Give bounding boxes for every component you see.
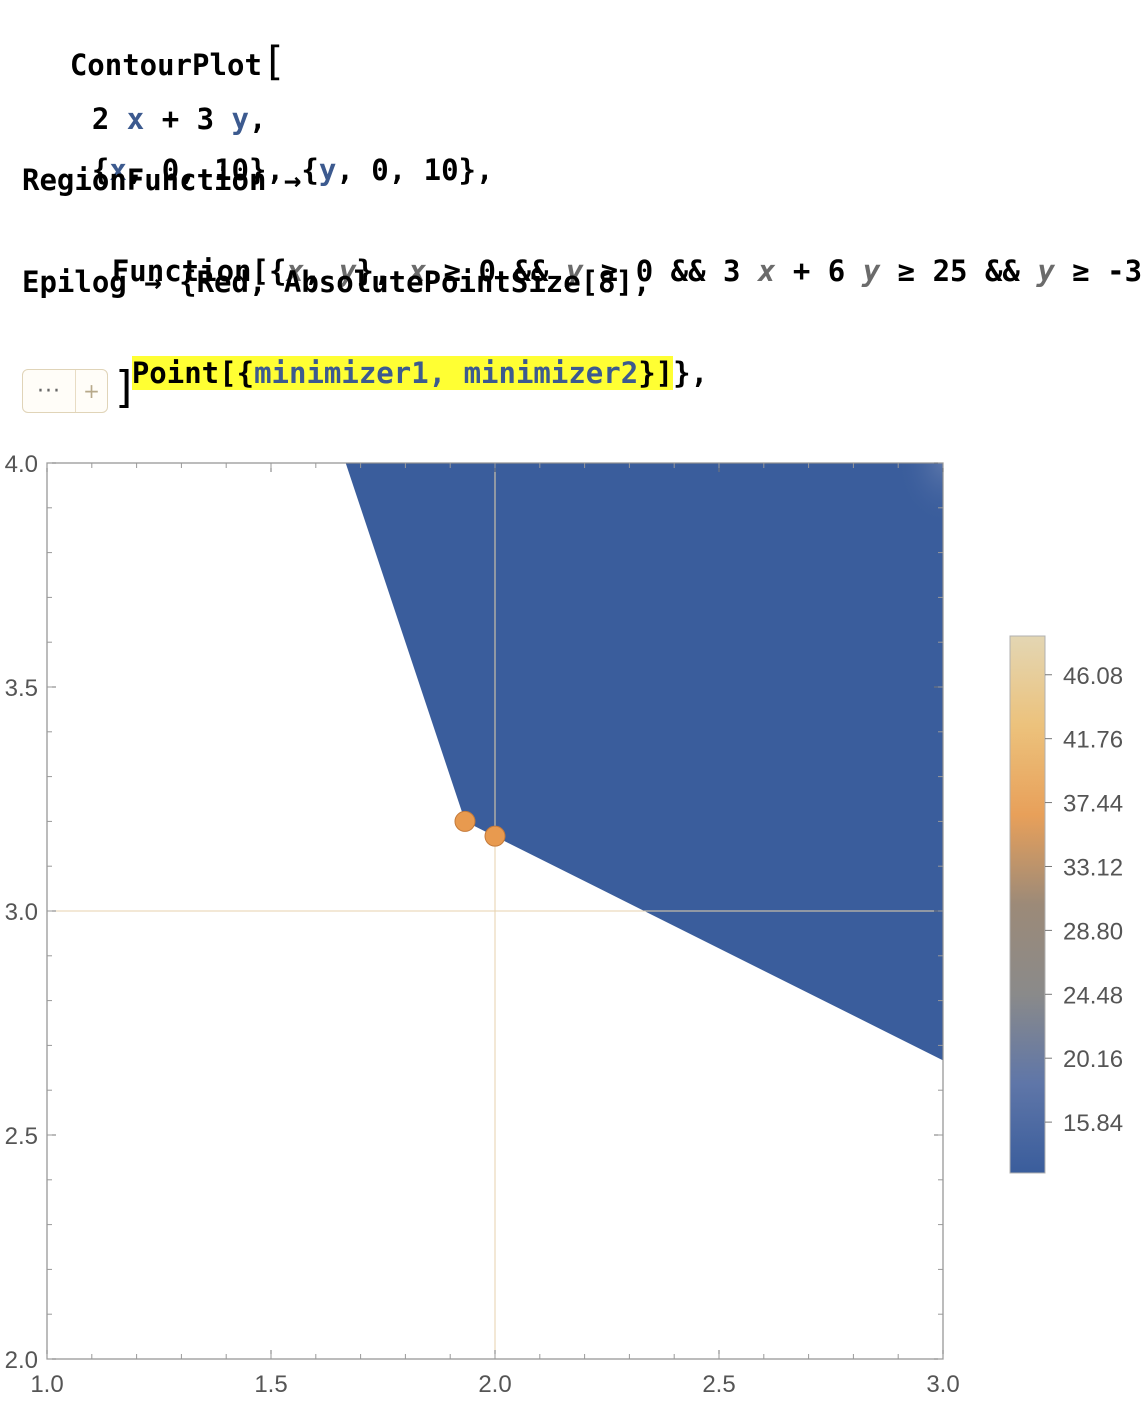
legend-label: 41.76 <box>1063 727 1123 754</box>
open-bracket: [ <box>261 39 286 85</box>
code-token: ≥ 0 && 3 <box>583 254 758 288</box>
code-token: Function[{ <box>111 254 287 288</box>
legend-label: 24.48 <box>1063 982 1123 1009</box>
code-token: x <box>408 254 427 288</box>
code-token: minimizer2 <box>463 356 639 390</box>
y-tick-label: 2.5 <box>5 1123 38 1150</box>
code-token: 2 <box>91 102 127 136</box>
code-line-5: Function[{x, y}, x ≥ 0 && y ≥ 0 && 3 x +… <box>42 211 1147 288</box>
code-token: ≥ 0 && <box>426 254 566 288</box>
code-token: , 0, 10}, { <box>126 153 319 187</box>
legend-label: 28.80 <box>1063 918 1123 945</box>
y-tick-label: 3.0 <box>5 899 38 926</box>
minimizer-point <box>484 825 506 847</box>
code-token: { <box>91 153 110 187</box>
code-token: + 6 <box>775 254 863 288</box>
code-line-3: {x, 0, 10}, {y, 0, 10}, <box>22 110 494 187</box>
code-token: minimizer1 <box>254 356 429 390</box>
code-token: + 3 <box>144 102 232 136</box>
code-token: ≥ 25 && <box>880 254 1038 288</box>
code-token: x <box>126 102 145 136</box>
legend-label: 37.44 <box>1063 791 1123 818</box>
code-token: }, <box>356 254 409 288</box>
y-tick-label: 2.0 <box>5 1347 38 1374</box>
function-head: ContourPlot <box>69 48 262 82</box>
y-tick-label: 4.0 <box>5 451 38 478</box>
code-token: y <box>338 254 357 288</box>
x-tick-label: 2.0 <box>478 1371 511 1398</box>
code-token: y <box>231 102 250 136</box>
legend-label: 20.16 <box>1063 1046 1123 1073</box>
x-tick-label: 3.0 <box>926 1371 959 1398</box>
ellipsis-icon[interactable]: ··· <box>37 378 61 404</box>
legend-colorbar <box>1009 635 1046 1174</box>
code-token: y <box>862 254 881 288</box>
code-line-2: 2 x + 3 y, <box>22 59 267 136</box>
highlighted-expression[interactable]: Point[{minimizer1, minimizer2}] <box>131 356 674 390</box>
code-token: x <box>757 254 776 288</box>
code-token: Point[{ <box>131 356 255 390</box>
region-shading <box>808 463 943 643</box>
code-token: , <box>303 254 339 288</box>
close-bracket: ] <box>112 362 139 413</box>
code-token: x <box>286 254 304 288</box>
code-token: x <box>109 153 127 187</box>
code-token: }] <box>638 356 674 390</box>
code-token: y <box>318 153 337 187</box>
code-line-4: RegionFunction → <box>22 163 302 197</box>
legend-label: 46.08 <box>1063 663 1123 690</box>
elided-options-chip[interactable]: ··· + <box>22 369 108 413</box>
minimizer-point <box>454 810 476 832</box>
y-tick-label: 3.5 <box>5 675 38 702</box>
code-token: , 0, 10}, <box>336 153 494 187</box>
x-tick-label: 1.5 <box>254 1371 287 1398</box>
code-token: , <box>249 102 267 136</box>
code-token: y <box>565 254 584 288</box>
code-line-6: Epilog → {Red, AbsolutePointSize[8], <box>22 265 651 299</box>
code-token: , <box>428 356 464 390</box>
code-token: ≥ -3 <box>1072 254 1143 288</box>
legend-label: 15.84 <box>1063 1110 1123 1137</box>
expand-plus-icon[interactable]: + <box>75 370 107 412</box>
x-tick-label: 1.0 <box>30 1371 63 1398</box>
code-token: y <box>1037 254 1055 288</box>
code-line-1: ContourPlot[ <box>0 2 286 82</box>
code-token: }, <box>673 356 709 390</box>
code-line-7: Point[{minimizer1, minimizer2}]}, <box>62 313 708 390</box>
legend-label: 33.12 <box>1063 854 1123 881</box>
x-tick-label: 2.5 <box>702 1371 735 1398</box>
